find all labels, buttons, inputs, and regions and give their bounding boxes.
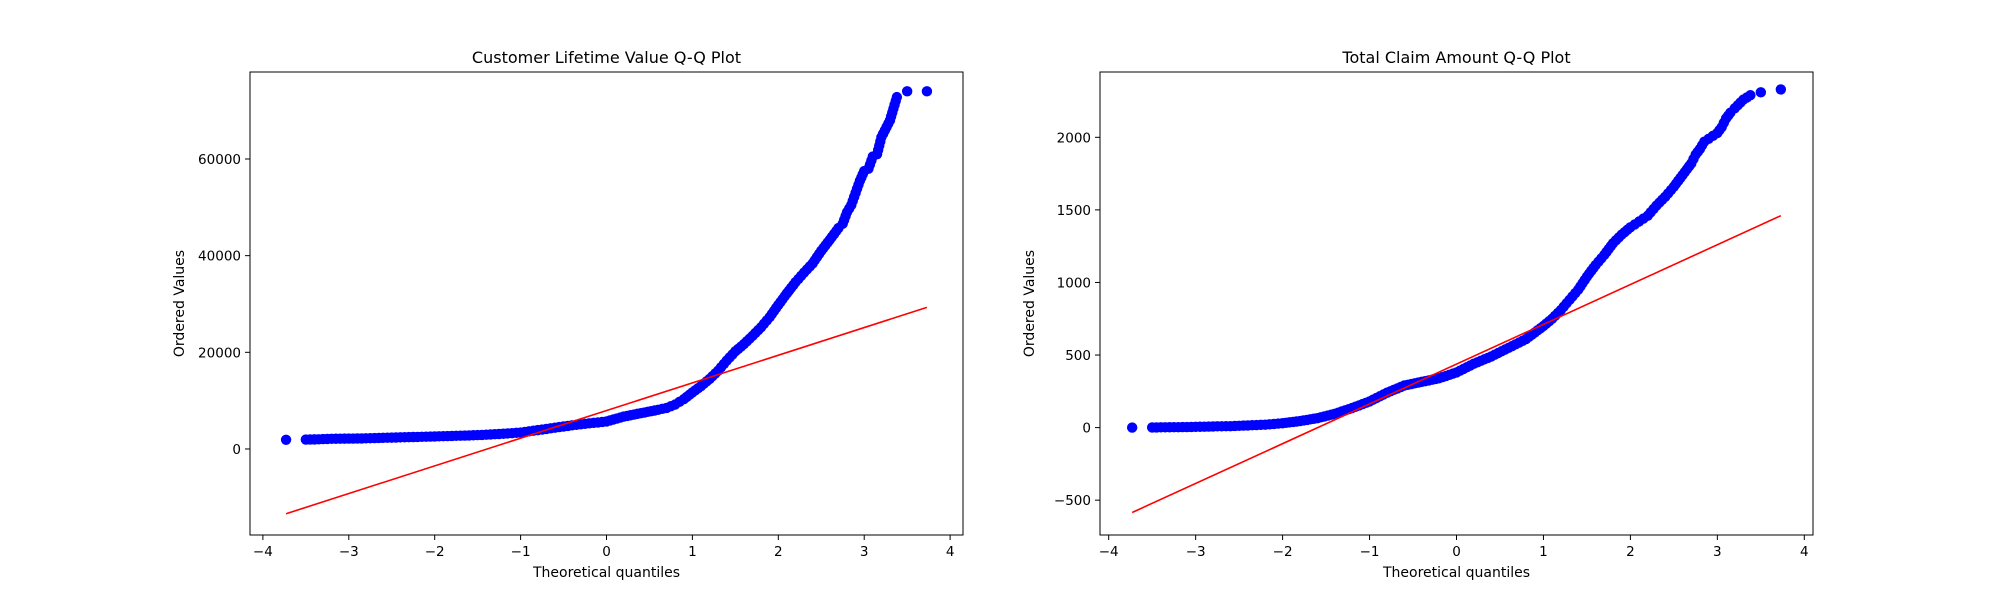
y-axis-label: Ordered Values — [1022, 250, 1038, 357]
fit-line — [1131, 214, 1782, 514]
data-point — [921, 86, 933, 97]
x-tick-label: 1 — [1539, 544, 1548, 560]
x-tick-label: 2 — [774, 544, 783, 560]
x-tick-label: −3 — [1186, 544, 1206, 560]
plot-area — [280, 86, 933, 515]
y-axis-label: Ordered Values — [172, 250, 188, 357]
x-tick-label: −4 — [253, 544, 273, 560]
axes-frame — [249, 71, 964, 536]
x-tick-label: −1 — [1360, 544, 1380, 560]
y-tick-label: 2000 — [1057, 130, 1091, 146]
x-tick-label: −1 — [511, 544, 531, 560]
x-tick-label: 1 — [688, 544, 697, 560]
data-point — [1775, 84, 1787, 95]
y-tick-label: 1500 — [1057, 203, 1091, 219]
chart-total-claim-amount: Total Claim Amount Q-Q Plot −4 −3 −2 −1 0 1 2 3 4… — [1022, 48, 1814, 581]
y-tick-label: 500 — [1065, 348, 1091, 364]
x-tick-label: 0 — [602, 544, 611, 560]
x-tick-label: 3 — [860, 544, 869, 560]
chart-title: Total Claim Amount Q-Q Plot — [1341, 48, 1570, 67]
data-point — [1745, 90, 1756, 101]
x-axis-label: Theoretical quantiles — [532, 565, 680, 581]
chart-customer-lifetime-value: Customer Lifetime Value Q-Q Plot −4 −3 −2 −1… — [172, 48, 964, 581]
data-point — [280, 434, 292, 445]
data-point — [1755, 87, 1767, 98]
x-tick-label: −4 — [1099, 544, 1119, 560]
y-tick-label: 20000 — [198, 345, 241, 361]
axes-frame — [1099, 71, 1814, 536]
x-tick-label: −2 — [1273, 544, 1293, 560]
x-tick-label: −2 — [425, 544, 445, 560]
x-tick-label: 0 — [1452, 544, 1461, 560]
chart-title: Customer Lifetime Value Q-Q Plot — [472, 48, 741, 67]
y-tick-label: −500 — [1054, 493, 1091, 509]
data-point — [1126, 422, 1138, 433]
fit-line — [285, 306, 928, 515]
data-point — [891, 91, 903, 103]
y-tick-label: 60000 — [198, 152, 241, 168]
x-tick-label: 2 — [1626, 544, 1635, 560]
data-point — [901, 86, 913, 97]
x-tick-label: 4 — [946, 544, 955, 560]
x-tick-label: 3 — [1713, 544, 1722, 560]
x-tick-label: 4 — [1800, 544, 1809, 560]
y-tick-label: 0 — [232, 442, 241, 458]
x-tick-label: −3 — [339, 544, 359, 560]
plot-area — [1126, 84, 1787, 514]
x-axis-label: Theoretical quantiles — [1382, 565, 1530, 581]
y-tick-label: 40000 — [198, 249, 241, 265]
y-tick-label: 0 — [1082, 421, 1091, 437]
y-tick-label: 1000 — [1057, 275, 1091, 291]
